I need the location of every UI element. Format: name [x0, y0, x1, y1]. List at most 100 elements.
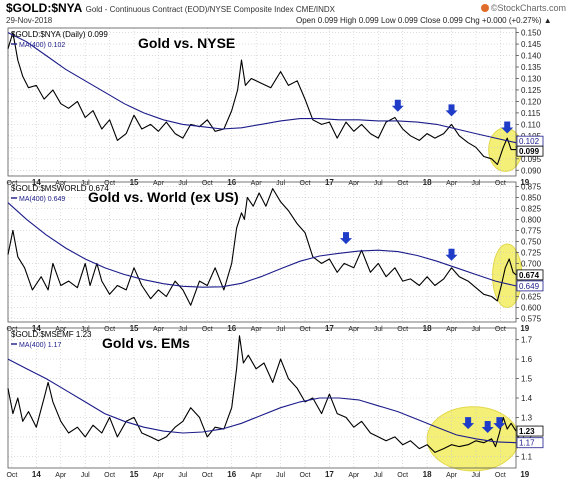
x-tick-label: Oct	[6, 326, 17, 333]
x-tick-label: Jul	[374, 326, 383, 333]
x-tick-label: Jul	[471, 326, 480, 333]
stockcharts-logo-icon	[480, 4, 489, 12]
price-value-tag-label: 0.099	[519, 147, 540, 156]
down-arrow-icon	[445, 104, 458, 117]
ma-value-tag-box	[516, 280, 544, 292]
price-value-tag-box	[516, 145, 544, 157]
y-tick-label: 0.850	[521, 193, 542, 202]
x-tick-label: Jul	[178, 180, 187, 187]
y-tick-label: 0.120	[521, 97, 542, 106]
y-tick-label: 1.6	[521, 355, 533, 364]
y-tick-label: 1.1	[521, 452, 533, 461]
y-tick-label: 0.115	[521, 109, 541, 118]
y-tick-label: 0.125	[521, 86, 542, 95]
x-tick-label: Jul	[471, 472, 480, 479]
x-tick-label: Jul	[81, 180, 90, 187]
x-tick-label: 16	[227, 470, 236, 479]
legend-price: $GOLD:$MSWORLD 0.674	[11, 184, 109, 193]
price-value-tag: 0.099	[516, 145, 544, 157]
y-tick-label: 0.575	[521, 314, 542, 323]
price-series-line	[7, 188, 517, 306]
x-tick-label: 19	[520, 470, 529, 479]
chart-panel: 0.875 0.850 0.825 0.800 0.775 0.750 0.725 0.700…	[6, 181, 544, 333]
y-tick-label: 0.775	[521, 226, 542, 235]
y-tick-label: 0.800	[521, 215, 542, 224]
x-tick-label: Apr	[348, 326, 360, 333]
x-tick-label: Jul	[81, 326, 90, 333]
x-tick-label: 14	[32, 470, 41, 479]
y-tick-label: 0.600	[521, 303, 542, 312]
symbol-text: $GOLD:$NYA	[6, 1, 83, 15]
panel-frame	[7, 27, 517, 177]
x-tick-label: Jul	[276, 472, 285, 479]
price-series-line	[7, 335, 517, 453]
price-value-tag-box	[516, 269, 544, 281]
x-tick-label: Oct	[104, 472, 115, 479]
x-tick-label: Apr	[55, 472, 67, 479]
down-arrow-icon	[445, 248, 458, 261]
x-tick-label: Jul	[81, 472, 90, 479]
y-tick-label: 1.3	[521, 413, 533, 422]
price-value-tag-label: 1.23	[519, 427, 535, 436]
x-tick-label: Jul	[276, 326, 285, 333]
ma-400-series-line	[7, 358, 517, 444]
y-tick-label: 0.140	[521, 52, 542, 61]
y-tick-label: 0.750	[521, 237, 542, 246]
x-tick-label: Apr	[55, 326, 67, 333]
y-tick-label: 0.150	[521, 29, 542, 38]
x-tick-label: Jul	[276, 180, 285, 187]
symbol-description: Gold - Continuous Contract (EOD)/NYSE Co…	[85, 5, 336, 14]
ma-400-series-line	[7, 32, 517, 144]
price-value-tag: 0.674	[516, 269, 544, 281]
x-tick-label: Oct	[495, 326, 506, 333]
x-tick-label: Jul	[178, 472, 187, 479]
panel-annotation: Gold vs. NYSE	[138, 35, 235, 51]
x-tick-label: Oct	[300, 326, 311, 333]
x-tick-label: Apr	[348, 180, 360, 187]
ma-value-tag: 0.649	[516, 280, 544, 292]
y-tick-label: 0.625	[521, 292, 542, 301]
y-tick-label: 0.725	[521, 248, 542, 257]
x-tick-label: Oct	[397, 180, 408, 187]
y-tick-label: 0.135	[521, 63, 542, 72]
y-tick-label: 0.145	[521, 40, 542, 49]
price-value-tag: 1.23	[516, 425, 544, 437]
chart-symbol: $GOLD:$NYA Gold - Continuous Contract (E…	[6, 1, 335, 15]
stockcharts-brand[interactable]: ©StockCharts.com	[480, 3, 566, 13]
x-tick-label: Oct	[202, 326, 213, 333]
x-tick-label: Apr	[153, 326, 165, 333]
x-tick-label: Oct	[202, 472, 213, 479]
x-tick-label: Jul	[374, 180, 383, 187]
legend-price: $GOLD:$MSEMF 1.23	[11, 330, 92, 339]
price-value-tag-box	[516, 425, 544, 437]
chart-panel: 1.71.61.51.41.31.21.11.171.23$GOLD:$MSEM…	[6, 327, 544, 479]
panel-annotation: Gold vs. EMs	[102, 335, 190, 351]
x-tick-label: Oct	[397, 326, 408, 333]
x-tick-label: Apr	[348, 472, 360, 479]
panel-frame	[7, 181, 517, 323]
x-tick-label: Oct	[6, 472, 17, 479]
legend-ma: MA(400) 0.102	[19, 42, 65, 49]
ma-value-tag-label: 0.102	[519, 137, 540, 146]
price-value-tag-label: 0.674	[519, 271, 540, 280]
y-tick-label: 1.7	[521, 336, 533, 345]
x-tick-label: Oct	[202, 180, 213, 187]
y-tick-label: 1.5	[521, 375, 533, 384]
y-tick-label: 0.875	[521, 182, 542, 191]
ma-400-series-line	[7, 202, 517, 288]
highlight-ellipse	[426, 406, 520, 472]
y-tick-label: 0.700	[521, 259, 542, 268]
x-tick-label: Apr	[251, 472, 263, 479]
chart-panel: 0.150 0.145 0.140 0.135 0.130 0.125 0.120 0.115…	[6, 27, 544, 187]
ma-value-tag-label: 1.17	[519, 439, 535, 448]
ohlc-stats: Open 0.099 High 0.099 Low 0.099 Close 0.…	[296, 16, 552, 25]
ma-value-tag-box	[516, 437, 544, 449]
x-tick-label: 15	[130, 470, 139, 479]
x-tick-label: Apr	[446, 180, 458, 187]
x-tick-label: Apr	[55, 180, 67, 187]
y-tick-label: 0.110	[521, 120, 541, 129]
x-tick-label: Apr	[446, 472, 458, 479]
panel-annotation: Gold vs. World (ex US)	[88, 189, 239, 205]
x-tick-label: Apr	[153, 180, 165, 187]
